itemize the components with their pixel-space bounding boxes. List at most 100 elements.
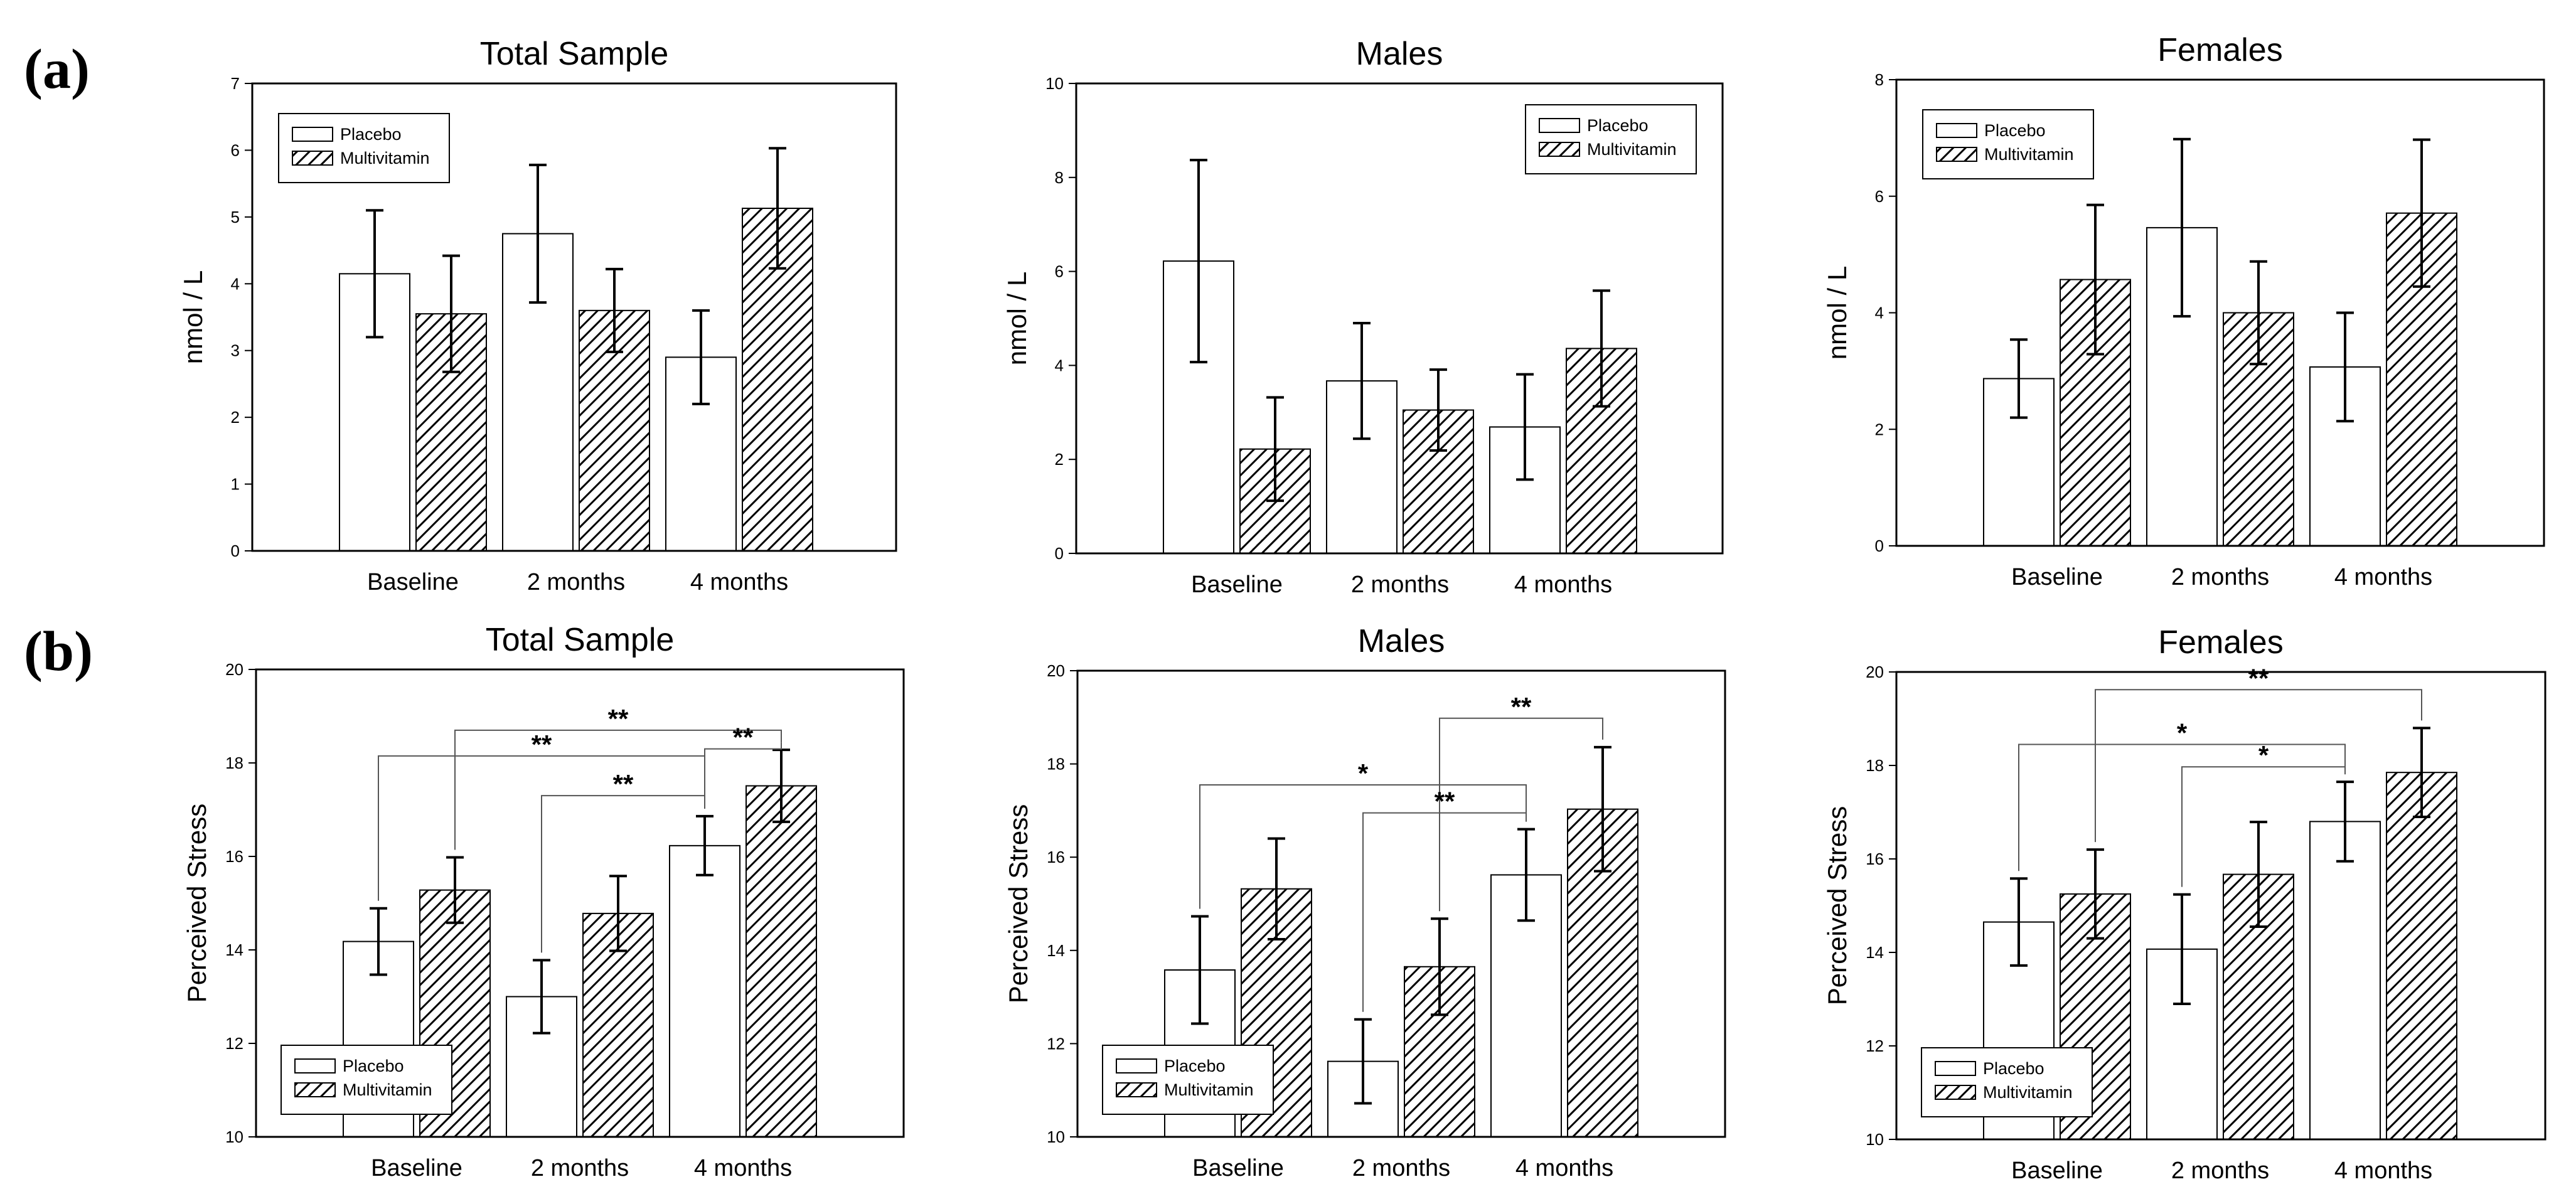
y-tick-label: 4 — [231, 274, 240, 293]
x-category-label: 2 months — [2171, 1158, 2269, 1184]
y-tick-label: 20 — [1047, 661, 1065, 680]
error-bar — [2413, 138, 2430, 288]
legend-label: Placebo — [1587, 116, 1649, 135]
chart-title: Females — [2157, 32, 2282, 68]
legend-swatch-placebo — [294, 1058, 336, 1073]
y-tick-label: 12 — [1866, 1036, 1884, 1055]
error-bar — [1191, 915, 1209, 1025]
legend: Placebo Multivitamin — [278, 113, 450, 183]
bar-placebo — [669, 844, 740, 1137]
error-bar — [1516, 373, 1534, 481]
error-bar — [446, 856, 464, 924]
x-category-label: Baseline — [1191, 572, 1283, 598]
y-tick-label: 2 — [1875, 420, 1884, 439]
y-tick-label: 12 — [1047, 1034, 1065, 1053]
error-bar — [2087, 203, 2104, 356]
error-bar — [1266, 396, 1284, 503]
legend-label: Placebo — [1983, 1059, 2044, 1078]
y-tick-label: 4 — [1055, 356, 1064, 375]
error-bar — [442, 254, 460, 373]
legend-label: Multivitamin — [1983, 1083, 2073, 1102]
x-category-label: 4 months — [1515, 1155, 1613, 1181]
y-axis-label: nmol / L — [1002, 272, 1032, 365]
error-bar — [2010, 338, 2028, 419]
y-tick-label: 10 — [1866, 1130, 1884, 1149]
panel-label-b: (b) — [24, 621, 93, 683]
bar-multivitamin — [2386, 772, 2457, 1141]
y-tick-label: 10 — [1047, 1127, 1065, 1146]
error-bar — [2087, 848, 2104, 940]
significance-bracket — [541, 795, 705, 953]
significance-label: * — [2177, 718, 2188, 747]
legend: Placebo Multivitamin — [1921, 1047, 2093, 1117]
legend-swatch-multivitamin — [292, 151, 333, 166]
x-category-label: 4 months — [694, 1155, 792, 1181]
error-bar — [692, 309, 710, 405]
legend-swatch-placebo — [1116, 1058, 1157, 1073]
legend: Placebo Multivitamin — [1102, 1045, 1274, 1115]
error-bar — [2010, 877, 2028, 967]
y-tick-label: 2 — [1055, 450, 1064, 469]
chart-5: Males Perceived Stress 10 12 14 16 18 20 Baselin… — [1003, 623, 1726, 1181]
y-tick-label: 12 — [225, 1034, 243, 1053]
significance-bracket — [1362, 812, 1527, 1012]
x-category-label: 4 months — [690, 569, 788, 595]
legend-swatch-placebo — [1936, 123, 1977, 138]
chart-6: Females Perceived Stress 10 12 14 16 18 20 Basel… — [1822, 624, 2547, 1184]
chart-title: Total Sample — [480, 36, 669, 72]
error-bar — [529, 163, 547, 304]
significance-label: ** — [733, 723, 754, 752]
error-bar — [370, 907, 387, 976]
x-category-label: Baseline — [2011, 564, 2103, 590]
plot-frame — [1075, 82, 1724, 555]
legend-swatch-multivitamin — [1539, 142, 1580, 157]
error-bar — [1593, 289, 1610, 408]
x-category-label: 4 months — [2334, 564, 2432, 590]
error-bar — [769, 147, 786, 270]
error-bar — [1431, 917, 1448, 1016]
x-category-label: Baseline — [367, 569, 459, 595]
x-category-label: 4 months — [1514, 572, 1612, 598]
significance-label: ** — [613, 769, 634, 799]
error-bar — [2336, 780, 2354, 863]
y-tick-label: 8 — [1055, 168, 1064, 187]
y-axis-label: Perceived Stress — [182, 804, 211, 1003]
error-bar — [2173, 137, 2191, 318]
y-tick-label: 20 — [1866, 663, 1884, 681]
significance-bracket — [454, 729, 782, 850]
plot-frame — [255, 668, 905, 1138]
x-category-label: 2 months — [1352, 1155, 1450, 1181]
y-tick-label: 18 — [1866, 756, 1884, 775]
error-bar — [2250, 260, 2267, 366]
significance-bracket — [1199, 784, 1527, 909]
legend-swatch-placebo — [1935, 1061, 1976, 1076]
legend: Placebo Multivitamin — [1525, 104, 1697, 174]
error-bar — [1353, 321, 1371, 440]
error-bar — [609, 875, 627, 952]
error-bar — [2173, 893, 2191, 1005]
y-axis-label: nmol / L — [1822, 266, 1852, 360]
y-axis-label: Perceived Stress — [1003, 804, 1033, 1003]
error-bar — [1190, 159, 1207, 364]
legend-label: Multivitamin — [1984, 145, 2074, 164]
y-tick-label: 6 — [1055, 262, 1064, 281]
y-tick-label: 6 — [231, 141, 240, 159]
significance-label: ** — [2248, 663, 2269, 693]
legend-swatch-multivitamin — [294, 1082, 336, 1097]
error-bar — [533, 959, 550, 1035]
chart-title: Males — [1356, 36, 1443, 72]
y-tick-label: 0 — [1055, 544, 1064, 563]
chart-2: Males nmol / L 0 2 4 6 8 10 Baseline 2 months 4 mo… — [1002, 36, 1724, 598]
y-tick-label: 6 — [1875, 187, 1884, 206]
error-bar — [696, 814, 713, 876]
plot-frame — [1895, 78, 2545, 547]
error-bar — [1517, 828, 1535, 922]
x-category-label: 2 months — [527, 569, 625, 595]
plot-frame — [1895, 671, 2547, 1141]
chart-1: Total Sample nmol / L 0 1 2 3 4 5 6 7 Baseline 2 mo… — [178, 36, 897, 595]
legend-swatch-multivitamin — [1936, 147, 1977, 162]
x-category-label: Baseline — [371, 1155, 462, 1181]
plot-frame — [251, 82, 897, 552]
legend: Placebo Multivitamin — [1922, 109, 2094, 179]
y-tick-label: 16 — [1047, 848, 1065, 866]
